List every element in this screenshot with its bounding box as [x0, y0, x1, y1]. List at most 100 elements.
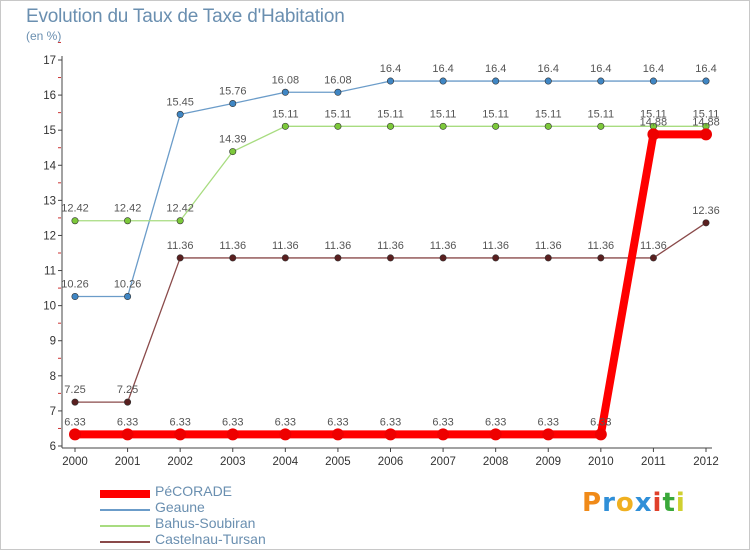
- data-label-castelnau-tursan: 11.36: [430, 240, 457, 252]
- data-point-pecorade: [174, 428, 187, 441]
- data-point-castelnau-tursan: [386, 254, 394, 262]
- data-label-pecorade: 6.33: [432, 416, 453, 428]
- data-label-bahus-soubiran: 15.11: [693, 108, 720, 120]
- y-tick-label: 14: [43, 160, 56, 172]
- y-tick-label: 17: [43, 55, 56, 67]
- data-point-geaune: [492, 77, 500, 85]
- y-tick-label: 9: [50, 336, 56, 348]
- logo-letter: i: [675, 488, 686, 518]
- data-label-pecorade: 6.33: [590, 416, 611, 428]
- y-tick-label: 8: [50, 371, 56, 383]
- data-label-geaune: 15.76: [219, 86, 247, 98]
- data-point-geaune: [229, 100, 237, 108]
- x-tick-label: 2002: [167, 456, 193, 468]
- data-label-bahus-soubiran: 15.11: [640, 108, 667, 120]
- proxiti-logo: Proxiti: [582, 488, 686, 518]
- data-point-castelnau-tursan: [544, 254, 552, 262]
- data-point-castelnau-tursan: [439, 254, 447, 262]
- x-tick-label: 2006: [378, 456, 404, 468]
- data-point-bahus-soubiran: [281, 122, 289, 130]
- x-tick-label: 2003: [220, 456, 246, 468]
- data-label-castelnau-tursan: 12.36: [692, 205, 720, 217]
- data-point-castelnau-tursan: [124, 398, 132, 406]
- y-tick-label: 6: [50, 441, 56, 453]
- data-point-pecorade: [647, 128, 660, 141]
- x-tick-label: 2004: [273, 456, 299, 468]
- data-point-bahus-soubiran: [229, 148, 237, 156]
- data-point-pecorade: [384, 428, 397, 441]
- logo-letter: o: [615, 488, 635, 518]
- data-point-pecorade: [279, 428, 292, 441]
- data-label-geaune: 16.4: [590, 63, 611, 75]
- legend-item-bahus-soubiran: Bahus-Soubiran: [100, 515, 400, 534]
- data-label-geaune: 16.08: [272, 74, 300, 86]
- data-label-bahus-soubiran: 12.42: [114, 203, 142, 215]
- x-tick-label: 2005: [325, 456, 351, 468]
- data-point-pecorade: [700, 128, 712, 141]
- data-point-geaune: [597, 77, 605, 85]
- data-point-pecorade: [121, 428, 134, 441]
- data-point-geaune: [702, 77, 710, 85]
- data-label-castelnau-tursan: 11.36: [640, 240, 667, 252]
- data-point-pecorade: [489, 428, 502, 441]
- data-label-bahus-soubiran: 15.11: [482, 108, 509, 120]
- data-point-castelnau-tursan: [492, 254, 500, 262]
- data-label-geaune: 10.26: [61, 279, 89, 291]
- data-label-bahus-soubiran: 15.11: [535, 108, 562, 120]
- data-label-bahus-soubiran: 12.42: [166, 203, 194, 215]
- data-label-pecorade: 6.33: [275, 416, 296, 428]
- data-label-pecorade: 14.88: [692, 116, 720, 128]
- data-label-pecorade: 14.88: [640, 116, 668, 128]
- data-point-bahus-soubiran: [597, 122, 605, 130]
- data-label-castelnau-tursan: 11.36: [377, 240, 404, 252]
- data-point-geaune: [544, 77, 552, 85]
- data-label-bahus-soubiran: 15.11: [587, 108, 614, 120]
- legend-item-castelnau-tursan: Castelnau-Tursan: [100, 531, 400, 550]
- legend-swatch-geaune: [100, 509, 150, 511]
- data-label-bahus-soubiran: 15.11: [272, 108, 299, 120]
- data-label-bahus-soubiran: 15.11: [430, 108, 457, 120]
- data-point-castelnau-tursan: [176, 254, 184, 262]
- data-label-geaune: 16.4: [643, 63, 664, 75]
- data-label-bahus-soubiran: 12.42: [61, 203, 89, 215]
- data-label-geaune: 15.45: [166, 96, 194, 108]
- data-label-pecorade: 6.33: [485, 416, 506, 428]
- x-tick-label: 2000: [62, 456, 88, 468]
- data-point-castelnau-tursan: [229, 254, 237, 262]
- data-point-castelnau-tursan: [597, 254, 605, 262]
- legend-label-castelnau-tursan: Castelnau-Tursan: [155, 531, 266, 547]
- data-point-bahus-soubiran: [71, 217, 79, 225]
- x-tick-label: 2011: [641, 456, 666, 468]
- data-label-castelnau-tursan: 7.25: [117, 384, 138, 396]
- data-label-pecorade: 6.33: [117, 416, 138, 428]
- data-label-castelnau-tursan: 7.25: [64, 384, 85, 396]
- legend-label-pecorade: PéCORADE: [155, 483, 233, 499]
- data-label-geaune: 16.08: [324, 74, 352, 86]
- data-label-castelnau-tursan: 11.36: [167, 240, 194, 252]
- data-point-bahus-soubiran: [439, 122, 447, 130]
- data-point-pecorade: [226, 428, 239, 441]
- data-point-geaune: [281, 88, 289, 96]
- data-point-geaune: [439, 77, 447, 85]
- y-tick-label: 12: [43, 230, 56, 242]
- data-label-geaune: 16.4: [695, 63, 716, 75]
- data-point-pecorade: [69, 428, 81, 441]
- legend-swatch-castelnau-tursan: [100, 541, 150, 543]
- y-tick-label: 16: [43, 90, 56, 102]
- data-label-pecorade: 6.33: [538, 416, 559, 428]
- x-tick-label: 2010: [588, 456, 614, 468]
- data-point-bahus-soubiran: [124, 217, 132, 225]
- data-label-bahus-soubiran: 15.11: [325, 108, 352, 120]
- y-tick-label: 11: [44, 266, 56, 278]
- logo-letter: r: [602, 488, 616, 518]
- legend-label-bahus-soubiran: Bahus-Soubiran: [155, 515, 256, 531]
- data-label-castelnau-tursan: 11.36: [482, 240, 509, 252]
- data-point-geaune: [176, 110, 184, 118]
- data-label-bahus-soubiran: 15.11: [377, 108, 404, 120]
- data-point-castelnau-tursan: [649, 254, 657, 262]
- data-label-bahus-soubiran: 14.39: [219, 134, 247, 146]
- x-tick-label: 2007: [430, 456, 456, 468]
- data-label-geaune: 16.4: [485, 63, 506, 75]
- legend-item-geaune: Geaune: [100, 499, 400, 518]
- series-line-pecorade: [75, 130, 706, 439]
